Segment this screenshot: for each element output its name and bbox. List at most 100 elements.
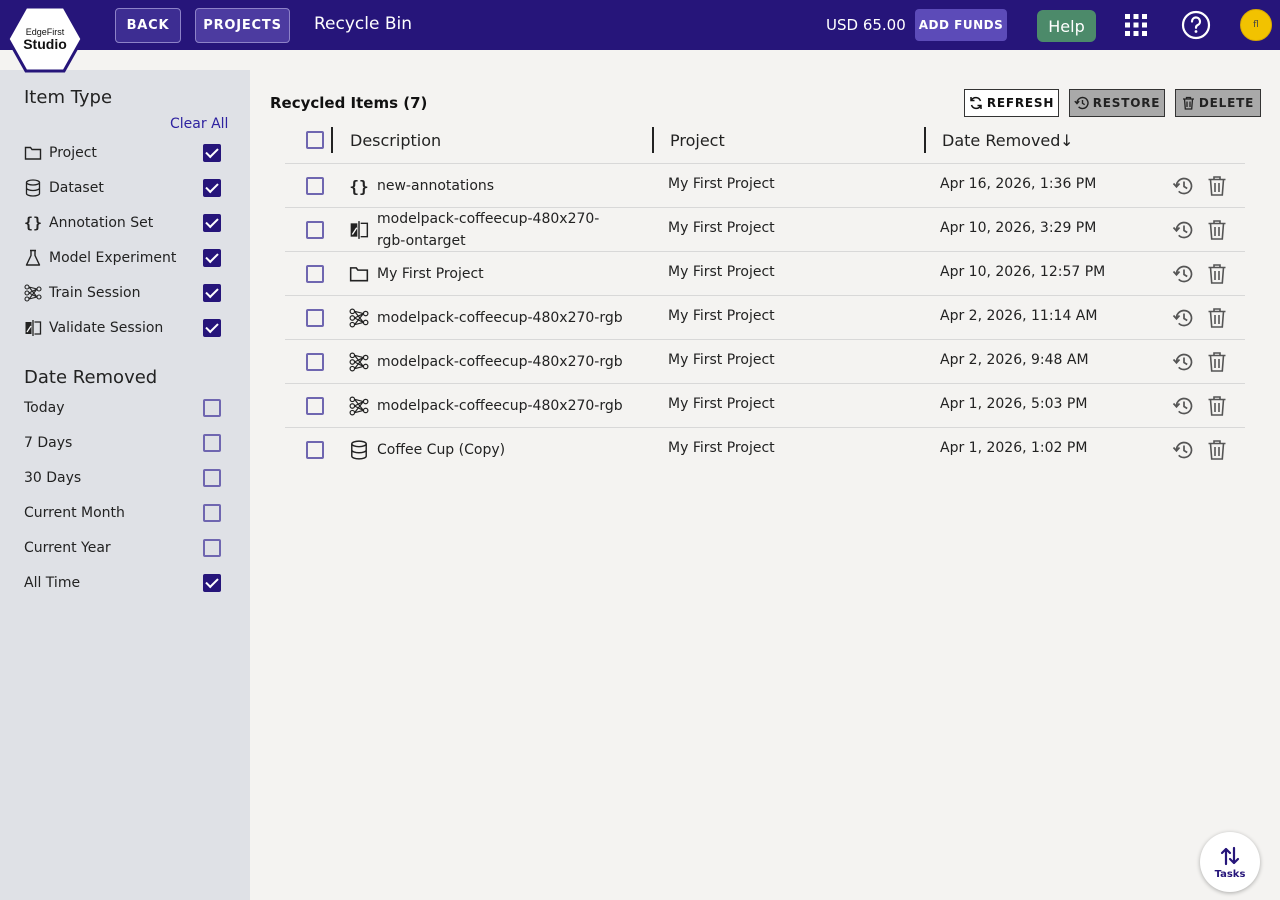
projects-button[interactable]: PROJECTS (195, 8, 290, 43)
table-row[interactable]: modelpack-coffeecup-480x270-rgb My First… (285, 384, 1245, 428)
item-project: My First Project (668, 176, 775, 192)
table-row[interactable]: My First Project My First Project Apr 10… (285, 252, 1245, 296)
select-all-checkbox[interactable] (306, 131, 324, 149)
column-divider[interactable] (331, 127, 333, 153)
row-checkbox[interactable] (306, 221, 324, 239)
trash-icon[interactable] (1207, 219, 1227, 241)
filter-date-7-days[interactable]: 7 Days (24, 431, 224, 455)
item-project: My First Project (668, 396, 775, 412)
filter-checkbox[interactable] (203, 249, 221, 267)
filter-item-train-session[interactable]: Train Session (24, 281, 224, 305)
trash-icon[interactable] (1207, 351, 1227, 373)
filter-item-model-experiment[interactable]: Model Experiment (24, 246, 224, 270)
folder-icon (24, 144, 42, 162)
filter-item-dataset[interactable]: Dataset (24, 176, 224, 200)
filter-label: Project (49, 145, 97, 161)
help-button[interactable]: Help (1037, 10, 1096, 42)
table-row[interactable]: modelpack-coffeecup-480x270-rgb-ontarget… (285, 208, 1245, 252)
add-funds-button[interactable]: ADD FUNDS (915, 9, 1007, 41)
trash-icon[interactable] (1207, 439, 1227, 461)
filter-checkbox[interactable] (203, 574, 221, 592)
braces-icon: {} (23, 214, 43, 232)
restore-item-icon[interactable] (1172, 395, 1194, 417)
refresh-icon (970, 96, 982, 110)
refresh-label: REFRESH (986, 96, 1055, 110)
logo-line2: Studio (23, 36, 67, 52)
column-divider[interactable] (924, 127, 926, 153)
column-divider[interactable] (652, 127, 654, 153)
column-project[interactable]: Project (670, 131, 725, 150)
tasks-button[interactable]: Tasks (1200, 832, 1260, 892)
clear-all-link[interactable]: Clear All (170, 116, 229, 132)
filter-checkbox[interactable] (203, 539, 221, 557)
filter-label: Annotation Set (49, 215, 154, 231)
trash-icon[interactable] (1207, 175, 1227, 197)
delete-button[interactable]: DELETE (1175, 89, 1261, 117)
item-description: modelpack-coffeecup-480x270-rgb (377, 398, 623, 414)
restore-item-icon[interactable] (1172, 351, 1194, 373)
column-date-removed[interactable]: Date Removed (942, 131, 1061, 150)
table-row[interactable]: {} new-annotations My First Project Apr … (285, 164, 1245, 208)
compare-icon (349, 220, 369, 240)
apps-grid-icon[interactable] (1124, 13, 1148, 37)
edgefirst-studio-logo[interactable]: EdgeFirst Studio (6, 5, 84, 73)
filter-item-annotation-set[interactable]: {} Annotation Set (24, 211, 224, 235)
swap-vertical-icon (1220, 846, 1240, 865)
table-row[interactable]: Coffee Cup (Copy) My First Project Apr 1… (285, 428, 1245, 472)
restore-item-icon[interactable] (1172, 219, 1194, 241)
restore-item-icon[interactable] (1172, 439, 1194, 461)
row-checkbox[interactable] (306, 353, 324, 371)
filter-label: Dataset (49, 180, 104, 196)
row-checkbox[interactable] (306, 441, 324, 459)
filter-label: 7 Days (24, 435, 73, 451)
filter-item-project[interactable]: Project (24, 141, 224, 165)
restore-item-icon[interactable] (1172, 175, 1194, 197)
item-date-removed: Apr 1, 2026, 5:03 PM (940, 396, 1088, 412)
filter-date-today[interactable]: Today (24, 396, 224, 420)
item-project: My First Project (668, 308, 775, 324)
item-project: My First Project (668, 220, 775, 236)
item-date-removed: Apr 2, 2026, 11:14 AM (940, 308, 1098, 324)
filter-checkbox[interactable] (203, 399, 221, 417)
filter-label: Model Experiment (49, 250, 177, 266)
database-icon (349, 440, 369, 460)
filter-label: Today (24, 400, 65, 416)
table-row[interactable]: modelpack-coffeecup-480x270-rgb My First… (285, 340, 1245, 384)
filter-date-30-days[interactable]: 30 Days (24, 466, 224, 490)
filter-checkbox[interactable] (203, 214, 221, 232)
restore-item-icon[interactable] (1172, 307, 1194, 329)
restore-item-icon[interactable] (1172, 263, 1194, 285)
item-date-removed: Apr 1, 2026, 1:02 PM (940, 440, 1088, 456)
back-button[interactable]: BACK (115, 8, 181, 43)
trash-icon[interactable] (1207, 395, 1227, 417)
filter-checkbox[interactable] (203, 434, 221, 452)
item-type-heading: Item Type (24, 87, 113, 108)
column-description[interactable]: Description (350, 131, 442, 150)
refresh-button[interactable]: REFRESH (964, 89, 1059, 117)
filter-checkbox[interactable] (203, 319, 221, 337)
item-description: modelpack-coffeecup-480x270-rgb (377, 354, 623, 370)
filter-date-current-year[interactable]: Current Year (24, 536, 224, 560)
row-checkbox[interactable] (306, 265, 324, 283)
filter-item-validate-session[interactable]: Validate Session (24, 316, 224, 340)
filter-checkbox[interactable] (203, 144, 221, 162)
item-date-removed: Apr 16, 2026, 1:36 PM (940, 176, 1097, 192)
avatar[interactable]: fl (1240, 9, 1272, 41)
row-checkbox[interactable] (306, 177, 324, 195)
filter-checkbox[interactable] (203, 179, 221, 197)
trash-icon[interactable] (1207, 263, 1227, 285)
item-date-removed: Apr 10, 2026, 12:57 PM (940, 264, 1106, 280)
restore-button[interactable]: RESTORE (1069, 89, 1165, 117)
sort-arrow-icon[interactable]: ↓ (1060, 131, 1074, 150)
filter-checkbox[interactable] (203, 469, 221, 487)
table-row[interactable]: modelpack-coffeecup-480x270-rgb My First… (285, 296, 1245, 340)
compare-icon (24, 319, 42, 337)
filter-checkbox[interactable] (203, 284, 221, 302)
row-checkbox[interactable] (306, 397, 324, 415)
row-checkbox[interactable] (306, 309, 324, 327)
filter-date-all-time[interactable]: All Time (24, 571, 224, 595)
trash-icon[interactable] (1207, 307, 1227, 329)
help-circle-icon[interactable] (1181, 10, 1211, 40)
filter-checkbox[interactable] (203, 504, 221, 522)
filter-date-current-month[interactable]: Current Month (24, 501, 224, 525)
